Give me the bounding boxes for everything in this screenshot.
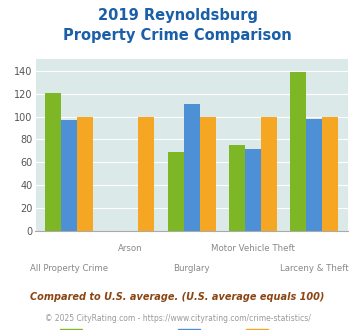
Bar	[261, 116, 277, 231]
Text: © 2025 CityRating.com - https://www.cityrating.com/crime-statistics/: © 2025 CityRating.com - https://www.city…	[45, 314, 310, 323]
Text: Motor Vehicle Theft: Motor Vehicle Theft	[211, 244, 295, 253]
Bar	[245, 148, 261, 231]
Bar	[61, 120, 77, 231]
Text: Property Crime Comparison: Property Crime Comparison	[63, 28, 292, 43]
Bar	[184, 104, 200, 231]
Bar	[45, 93, 61, 231]
Bar	[306, 119, 322, 231]
Bar	[290, 72, 306, 231]
Text: Burglary: Burglary	[173, 264, 210, 273]
Bar	[168, 152, 184, 231]
Text: Larceny & Theft: Larceny & Theft	[280, 264, 349, 273]
Text: Arson: Arson	[118, 244, 143, 253]
Bar	[77, 116, 93, 231]
Bar	[138, 116, 154, 231]
Text: Compared to U.S. average. (U.S. average equals 100): Compared to U.S. average. (U.S. average …	[30, 292, 325, 302]
Legend: Reynoldsburg, Ohio, National: Reynoldsburg, Ohio, National	[56, 326, 327, 330]
Bar	[322, 116, 338, 231]
Text: All Property Crime: All Property Crime	[30, 264, 108, 273]
Text: 2019 Reynoldsburg: 2019 Reynoldsburg	[98, 8, 257, 23]
Bar	[200, 116, 215, 231]
Bar	[229, 145, 245, 231]
